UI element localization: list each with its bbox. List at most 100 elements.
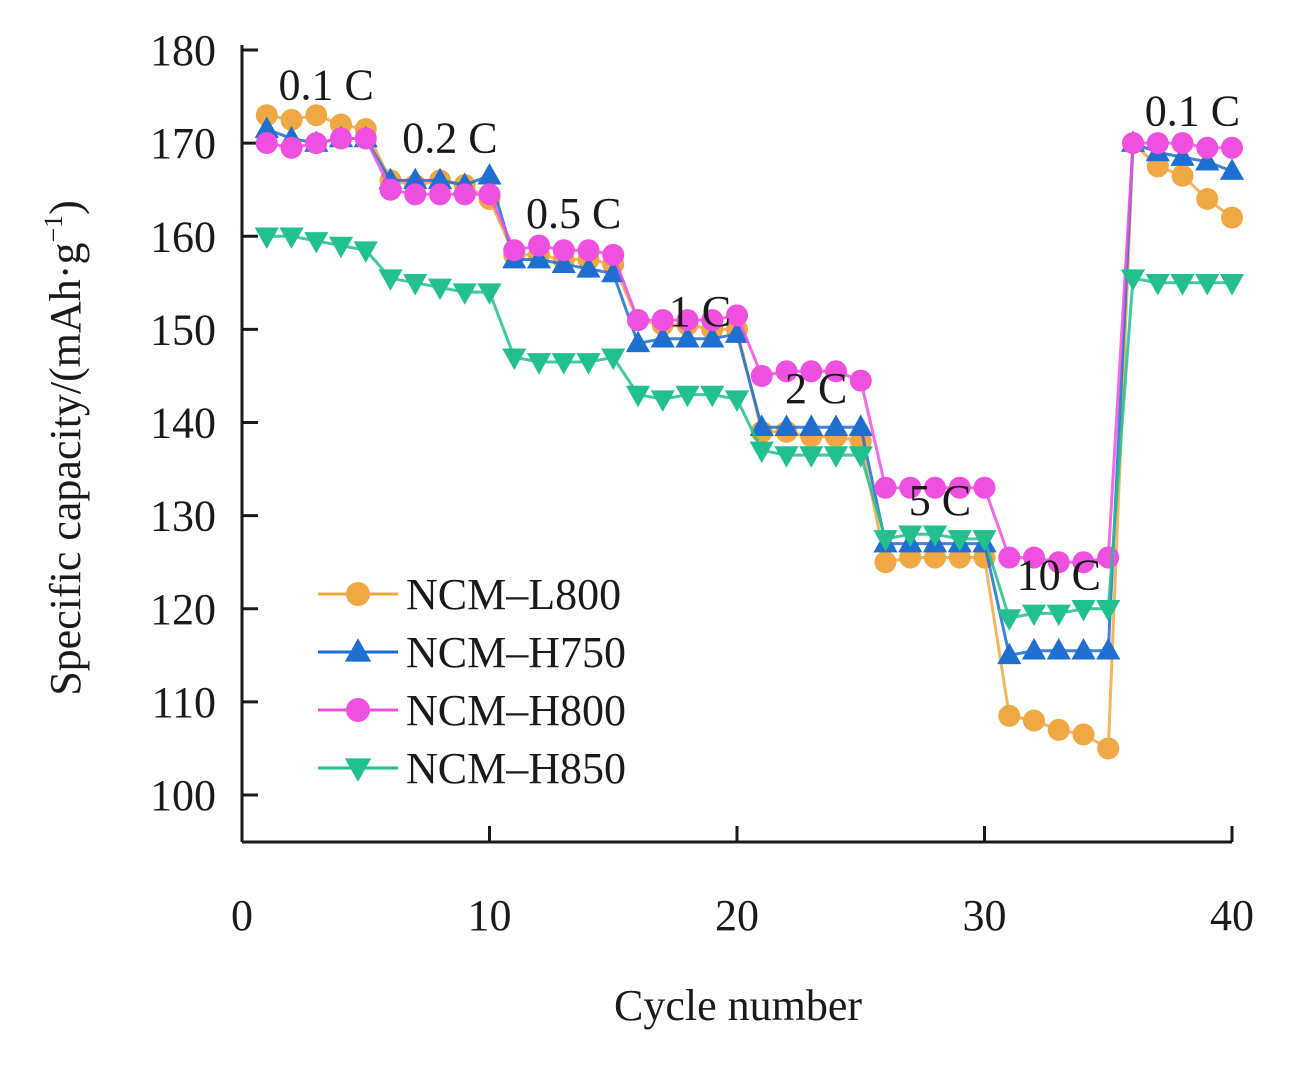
data-point: [799, 414, 824, 436]
data-point: [1195, 274, 1220, 296]
data-point: [700, 385, 725, 408]
data-point: [700, 326, 725, 348]
data-point: [650, 390, 675, 412]
y-tick-label-130: 130: [150, 492, 216, 541]
data-point: [552, 239, 575, 262]
x-tick-label-10: 10: [468, 891, 512, 940]
data-point: [1097, 737, 1120, 760]
data-point: [1221, 206, 1243, 229]
legend-label: NCM–L800: [406, 570, 621, 619]
data-point: [280, 108, 303, 131]
data-point: [404, 183, 427, 206]
series-ncm-l800: [255, 104, 1243, 760]
data-point: [354, 127, 377, 150]
data-point: [948, 476, 971, 499]
rate-label: 0.1 C: [1145, 87, 1240, 136]
data-point: [254, 227, 279, 249]
data-point: [478, 183, 501, 206]
data-point: [452, 283, 477, 305]
legend: NCM–L800 NCM–H750 NCM–H800 NCM–H850: [318, 570, 626, 793]
data-point: [874, 476, 897, 499]
data-point: [775, 360, 798, 383]
data-point: [825, 360, 847, 383]
data-point: [998, 704, 1021, 727]
data-point: [378, 269, 403, 291]
data-point: [774, 414, 799, 436]
series-ncm-h850: [254, 227, 1245, 631]
data-point: [799, 446, 824, 468]
y-tick-label-180: 180: [150, 26, 216, 75]
data-point: [947, 530, 972, 552]
rate-label: 5 C: [909, 476, 971, 525]
legend-marker: [344, 758, 372, 782]
data-point: [922, 525, 948, 547]
data-point: [1072, 551, 1095, 574]
data-point: [1046, 604, 1071, 627]
data-point: [1046, 638, 1071, 660]
data-point: [1171, 132, 1194, 155]
x-axis-title: Cycle number: [614, 981, 862, 1030]
data-point: [576, 353, 601, 375]
y-axis-title-main: Specific capacity/(mAh·g: [41, 243, 90, 696]
axes: 100 110 120 130 140 150 160 170 180 0 10 20 30 40: [150, 26, 1254, 940]
data-point: [429, 183, 451, 206]
data-point: [602, 243, 625, 266]
data-point: [526, 246, 552, 269]
data-point: [503, 239, 526, 262]
data-point: [849, 369, 872, 392]
y-tick-label-110: 110: [152, 678, 216, 727]
y-tick-label-120: 120: [150, 585, 216, 634]
data-point: [800, 360, 823, 383]
data-point: [255, 132, 278, 155]
data-point: [304, 232, 329, 254]
data-point: [1196, 136, 1219, 159]
data-point: [701, 309, 724, 332]
series-line: [266, 137, 1232, 564]
data-point: [625, 330, 651, 353]
y-tick-label-100: 100: [150, 771, 216, 820]
data-point: [403, 274, 428, 296]
data-point: [676, 309, 699, 332]
data-point: [1196, 188, 1219, 210]
data-point: [998, 546, 1021, 569]
legend-marker: [346, 582, 370, 606]
data-point: [305, 132, 328, 155]
data-point: [973, 476, 996, 499]
data-point: [576, 256, 601, 278]
y-tick-label-140: 140: [150, 399, 216, 448]
y-tick-label-160: 160: [150, 212, 216, 261]
rate-label: 0.1 C: [278, 60, 373, 109]
data-point: [724, 321, 750, 343]
data-point: [1221, 136, 1243, 159]
data-point: [823, 414, 849, 436]
rate-labels: 0.1 C 0.2 C 0.5 C 1 C 2 C 5 C 10 C 0.1 C: [278, 60, 1240, 599]
data-point: [627, 309, 649, 332]
data-point: [898, 525, 923, 547]
data-point: [305, 104, 328, 127]
data-point: [1023, 546, 1045, 569]
data-point: [427, 167, 453, 190]
x-tick-label-20: 20: [715, 891, 759, 940]
x-tick-label-30: 30: [963, 891, 1007, 940]
data-point: [279, 227, 304, 249]
data-point: [528, 234, 550, 257]
data-point: [1021, 638, 1047, 660]
data-point: [477, 163, 502, 185]
data-point: [379, 178, 402, 201]
rate-label: 10 C: [1017, 550, 1101, 599]
data-point: [280, 136, 303, 159]
series-layer: [254, 104, 1245, 760]
rate-label: 2 C: [785, 364, 847, 413]
data-point: [330, 127, 352, 150]
data-point: [551, 251, 576, 273]
data-point: [1120, 269, 1146, 291]
data-point: [1023, 709, 1045, 732]
data-point: [1145, 274, 1170, 296]
data-point: [577, 239, 600, 262]
data-point: [774, 446, 799, 468]
data-point: [972, 530, 997, 552]
legend-item: NCM–H800: [318, 686, 626, 735]
data-point: [675, 326, 700, 348]
data-point: [1195, 149, 1220, 171]
data-point: [1170, 274, 1195, 296]
